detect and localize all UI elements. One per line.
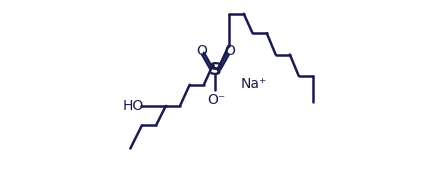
Text: O: O (196, 44, 206, 58)
Text: HO: HO (122, 99, 144, 113)
Text: S: S (209, 61, 222, 79)
Text: Na⁺: Na⁺ (240, 77, 267, 91)
Text: O: O (224, 44, 235, 58)
Text: O⁻: O⁻ (207, 93, 226, 107)
